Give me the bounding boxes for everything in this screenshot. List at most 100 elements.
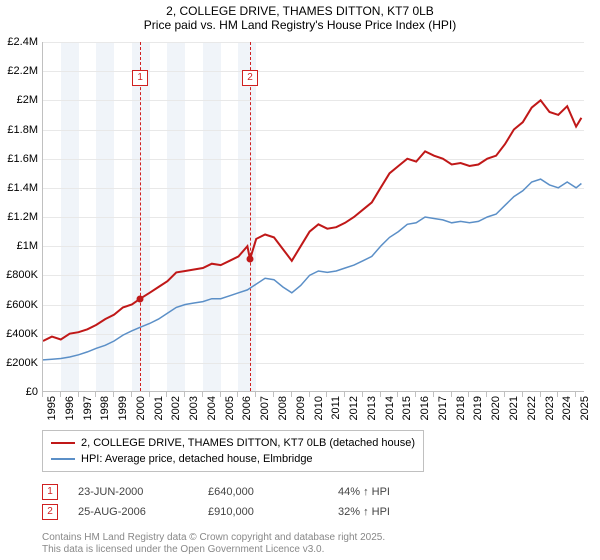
price-row-pct: 32% ↑ HPI	[338, 502, 390, 522]
plot-region: 12	[42, 42, 584, 392]
marker-dot	[247, 256, 254, 263]
y-axis-label: £2.4M	[7, 36, 38, 48]
x-tick	[557, 392, 558, 397]
legend-box: 2, COLLEGE DRIVE, THAMES DITTON, KT7 0LB…	[42, 430, 424, 472]
legend-swatch-hpi	[51, 458, 75, 460]
x-tick	[220, 392, 221, 397]
legend-block: 2, COLLEGE DRIVE, THAMES DITTON, KT7 0LB…	[42, 430, 582, 522]
price-row-date: 23-JUN-2000	[78, 482, 188, 502]
legend-swatch-price	[51, 442, 75, 444]
x-axis-label: 2008	[277, 396, 289, 420]
price-row-pct: 44% ↑ HPI	[338, 482, 390, 502]
x-tick	[309, 392, 310, 397]
legend-label-hpi: HPI: Average price, detached house, Elmb…	[81, 451, 313, 467]
y-axis-label: £1.4M	[7, 182, 38, 194]
x-axis-label: 2015	[401, 396, 413, 420]
x-axis-label: 2003	[188, 396, 200, 420]
x-axis-label: 1996	[64, 396, 76, 420]
x-tick	[60, 392, 61, 397]
x-axis-label: 2014	[384, 396, 396, 420]
price-row-date: 25-AUG-2006	[78, 502, 188, 522]
footer-text: Contains HM Land Registry data © Crown c…	[42, 532, 385, 556]
x-tick	[113, 392, 114, 397]
marker-dot	[137, 295, 144, 302]
y-axis-label: £400K	[6, 328, 38, 340]
y-axis-label: £2.2M	[7, 65, 38, 77]
x-tick	[522, 392, 523, 397]
y-axis-label: £0	[26, 386, 38, 398]
x-tick	[237, 392, 238, 397]
x-tick	[575, 392, 576, 397]
x-tick	[42, 392, 43, 397]
y-axis-label: £1.6M	[7, 153, 38, 165]
x-axis-label: 2017	[437, 396, 449, 420]
x-axis-label: 2011	[330, 396, 342, 420]
x-axis-label: 2000	[135, 396, 147, 420]
price-row-marker: 2	[42, 504, 58, 520]
x-axis-label: 2002	[170, 396, 182, 420]
x-tick	[433, 392, 434, 397]
x-axis-label: 2004	[206, 396, 218, 420]
price-rows: 1 23-JUN-2000 £640,000 44% ↑ HPI 2 25-AUG-200…	[42, 482, 582, 522]
x-axis-label: 2005	[224, 396, 236, 420]
x-tick	[380, 392, 381, 397]
x-tick	[149, 392, 150, 397]
x-axis-label: 2007	[259, 396, 271, 420]
x-axis-label: 2006	[241, 396, 253, 420]
x-tick	[273, 392, 274, 397]
x-tick	[291, 392, 292, 397]
footer-line-1: Contains HM Land Registry data © Crown c…	[42, 532, 385, 544]
x-axis-label: 1998	[99, 396, 111, 420]
x-tick	[468, 392, 469, 397]
y-axis-label: £600K	[6, 299, 38, 311]
x-axis-label: 2023	[544, 396, 556, 420]
chart-area: 12 £0£200K£400K£600K£800K£1M£1.2M£1.4M£1…	[42, 42, 584, 392]
y-axis-label: £800K	[6, 269, 38, 281]
y-axis-label: £2M	[17, 94, 38, 106]
x-tick	[166, 392, 167, 397]
x-axis-label: 1999	[117, 396, 129, 420]
x-axis-label: 1997	[82, 396, 94, 420]
y-axis-label: £1.2M	[7, 211, 38, 223]
x-tick	[131, 392, 132, 397]
price-row-marker: 1	[42, 484, 58, 500]
x-tick	[78, 392, 79, 397]
line-svg	[43, 42, 585, 392]
x-tick	[255, 392, 256, 397]
x-axis-label: 2012	[348, 396, 360, 420]
price-row-amount: £640,000	[208, 482, 318, 502]
x-axis-label: 2021	[508, 396, 520, 420]
x-tick	[344, 392, 345, 397]
chart-title: 2, COLLEGE DRIVE, THAMES DITTON, KT7 0LB…	[0, 0, 600, 32]
x-tick	[415, 392, 416, 397]
x-tick	[184, 392, 185, 397]
price-row-amount: £910,000	[208, 502, 318, 522]
price-paid-row: 1 23-JUN-2000 £640,000 44% ↑ HPI	[42, 482, 582, 502]
y-axis-label: £1M	[17, 240, 38, 252]
x-tick	[486, 392, 487, 397]
x-tick	[451, 392, 452, 397]
legend-row-hpi: HPI: Average price, detached house, Elmb…	[51, 451, 415, 467]
x-tick	[362, 392, 363, 397]
x-tick	[397, 392, 398, 397]
x-tick	[202, 392, 203, 397]
x-axis-label: 2024	[561, 396, 573, 420]
title-line-1: 2, COLLEGE DRIVE, THAMES DITTON, KT7 0LB	[0, 4, 600, 18]
x-axis-label: 2018	[455, 396, 467, 420]
legend-label-price: 2, COLLEGE DRIVE, THAMES DITTON, KT7 0LB…	[81, 435, 415, 451]
legend-row-price: 2, COLLEGE DRIVE, THAMES DITTON, KT7 0LB…	[51, 435, 415, 451]
x-axis-label: 2020	[490, 396, 502, 420]
marker-label-box: 2	[242, 70, 258, 86]
title-line-2: Price paid vs. HM Land Registry's House …	[0, 18, 600, 32]
x-tick	[95, 392, 96, 397]
y-axis-label: £200K	[6, 357, 38, 369]
x-tick	[504, 392, 505, 397]
x-axis-label: 2019	[472, 396, 484, 420]
footer-line-2: This data is licensed under the Open Gov…	[42, 544, 385, 556]
x-axis-label: 2009	[295, 396, 307, 420]
x-tick	[326, 392, 327, 397]
x-axis-label: 1995	[46, 396, 58, 420]
x-axis-label: 2001	[153, 396, 165, 420]
x-axis-label: 2016	[419, 396, 431, 420]
x-tick	[540, 392, 541, 397]
